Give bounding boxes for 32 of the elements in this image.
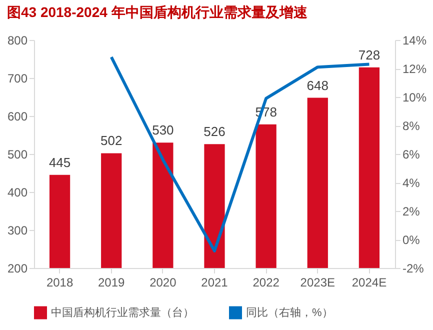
y2-tick-label: 8% [402, 119, 420, 133]
y-tick-label: 300 [7, 224, 28, 238]
x-tick-label: 2018 [46, 276, 74, 290]
y-tick-label: 200 [7, 262, 28, 276]
data-label: 728 [358, 47, 380, 62]
x-tick-label: 2022 [252, 276, 280, 290]
x-tick-label: 2019 [98, 276, 126, 290]
x-tick-label: 2024E [352, 276, 387, 290]
y2-tick-label: 0% [402, 233, 420, 247]
y-tick-label: 400 [7, 186, 28, 200]
y2-tick-label: 2% [402, 204, 420, 218]
data-label: 648 [306, 78, 328, 93]
data-label: 502 [100, 133, 122, 148]
x-tick-label: 2023E [300, 276, 335, 290]
y-tick-label: 700 [7, 72, 28, 86]
legend-label: 同比（右轴，%） [246, 306, 333, 319]
legend-label: 中国盾构机行业需求量（台） [51, 306, 194, 319]
chart-title: 图43 2018-2024 年中国盾构机行业需求量及增速 [6, 4, 308, 20]
y2-tick-label: 10% [402, 90, 427, 104]
y-tick-label: 800 [7, 34, 28, 48]
data-label: 530 [152, 122, 174, 138]
y2-tick-label: 4% [402, 176, 420, 190]
x-tick-label: 2020 [150, 276, 177, 290]
y2-tick-label: -2% [402, 262, 424, 276]
y-tick-label: 600 [7, 110, 28, 124]
y2-tick-label: 6% [402, 148, 420, 162]
y2-tick-label: 14% [402, 34, 427, 48]
x-tick-label: 2021 [201, 276, 228, 290]
data-label: 445 [48, 154, 71, 170]
data-label: 526 [204, 124, 226, 140]
y-tick-label: 500 [7, 148, 28, 162]
y2-tick-label: 12% [402, 62, 427, 76]
